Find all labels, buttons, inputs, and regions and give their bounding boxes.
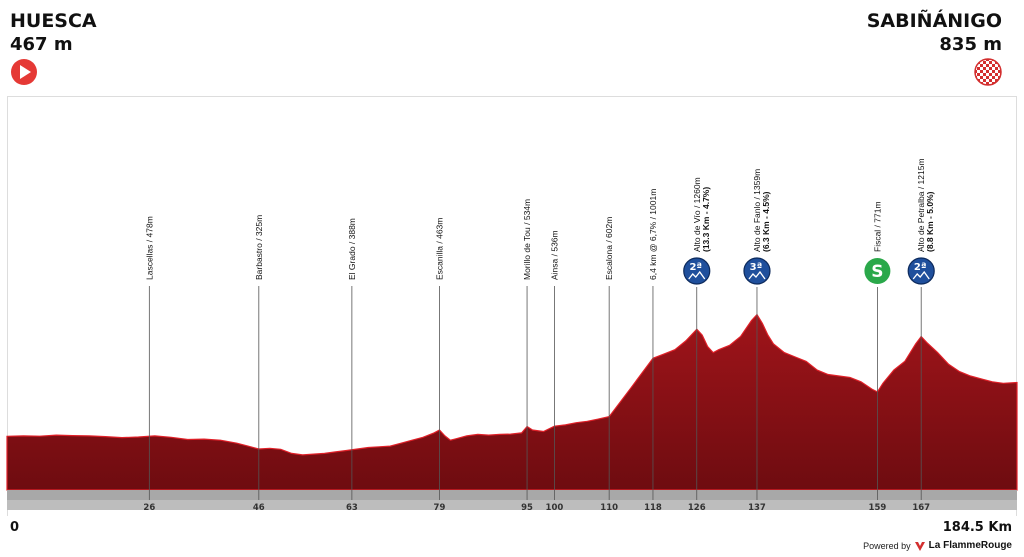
waypoint-sublabel-11: (8.8 Km - 5.0%): [925, 191, 935, 252]
waypoint-label-5: Ainsa / 536m: [549, 230, 559, 280]
chart-frame-right: [1016, 96, 1017, 516]
start-play-icon: [11, 59, 37, 85]
finish-altitude: 835 m: [939, 34, 1002, 55]
waypoint-label-2: El Grado / 388m: [347, 218, 357, 280]
brand-name: La FlammeRouge: [928, 540, 1012, 551]
axis-start-label: 0: [10, 520, 20, 535]
chart-frame-top: [7, 96, 1017, 97]
waypoint-km-1: 46: [253, 503, 265, 513]
waypoint-km-11: 167: [912, 503, 930, 513]
start-city: HUESCA: [10, 10, 97, 32]
km-bar-light: [7, 490, 1017, 500]
waypoint-km-5: 100: [546, 503, 564, 513]
waypoint-label-6: Escalona / 602m: [604, 217, 614, 280]
waypoint-label-11: Alto de Petralba / 1215m: [916, 158, 926, 252]
waypoint-label-10: Fiscal / 771m: [872, 201, 882, 252]
waypoint-label-0: Lascellas / 478m: [144, 216, 154, 280]
mountain-icon-8: [688, 270, 706, 280]
waypoint-sublabel-8: (13.3 Km - 4.7%): [701, 187, 711, 252]
waypoint-label-9: Alto de Fanlo / 1359m: [752, 169, 762, 252]
waypoint-km-9: 137: [748, 503, 766, 513]
sprint-marker-10: [864, 258, 891, 284]
waypoint-km-6: 110: [600, 503, 618, 513]
sprint-letter-10: S: [871, 262, 883, 282]
finish-checkered-flag-icon: [974, 58, 1002, 86]
finish-city: SABIÑÁNIGO: [866, 10, 1002, 32]
waypoint-sublabel-9: (6.3 Km - 4.5%): [761, 191, 771, 252]
axis-end-label: 184.5 Km: [942, 520, 1012, 535]
waypoint-km-7: 118: [644, 503, 662, 513]
waypoint-label-8: Alto de Vío / 1260m: [692, 177, 702, 252]
waypoint-label-4: Morillo de Tou / 534m: [522, 199, 532, 280]
waypoint-km-10: 159: [869, 503, 887, 513]
waypoint-label-1: Barbastro / 325m: [254, 215, 264, 280]
chart-frame-left: [7, 96, 8, 516]
kom-category-11: 2ª: [914, 262, 927, 273]
waypoint-km-0: 26: [143, 503, 155, 513]
waypoint-label-3: Escanilla / 463m: [434, 218, 444, 280]
powered-by-text: Powered by: [863, 540, 911, 551]
powered-by: Powered by La FlammeRouge: [863, 540, 1012, 551]
waypoint-label-7: 6,4 km @ 6,7% / 1001m: [648, 189, 658, 280]
waypoint-km-3: 79: [434, 503, 446, 513]
start-altitude: 467 m: [10, 34, 73, 55]
waypoint-km-2: 63: [346, 503, 358, 513]
mountain-icon-9: [748, 270, 766, 280]
kom-category-9: 3ª: [750, 262, 763, 273]
kom-category-8: 2ª: [689, 262, 702, 273]
mountain-icon-11: [912, 270, 930, 280]
waypoint-km-8: 126: [688, 503, 706, 513]
profile-area: [6, 313, 1018, 491]
waypoint-km-4: 95: [521, 503, 533, 513]
km-bar-lower: [7, 500, 1017, 510]
flamme-rouge-logo-icon: [914, 541, 925, 551]
